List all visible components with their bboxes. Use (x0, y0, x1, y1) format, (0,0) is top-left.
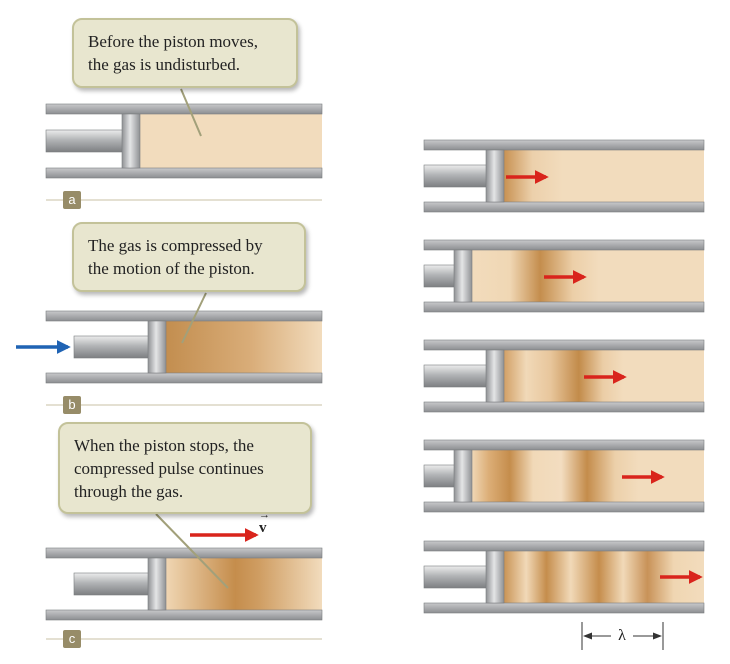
cylinder-right-1 (423, 139, 705, 213)
piston-rod (423, 364, 489, 388)
callout-a: Before the piston moves, the gas is undi… (72, 18, 298, 88)
piston-rod-b (73, 335, 151, 359)
tube-top-wall (45, 310, 323, 322)
velocity-label: → v (259, 509, 270, 537)
pointer-line-c (155, 513, 229, 589)
callout-b-line-1: The gas is compressed by (88, 236, 263, 255)
panel-label-b: b (63, 396, 81, 414)
callout-a-line-1: Before the piston moves, (88, 32, 258, 51)
tube-bottom-wall (423, 602, 705, 614)
gas-right-4 (470, 450, 704, 502)
tube-top-wall (45, 547, 323, 559)
dimension-arrowhead-left (583, 632, 592, 640)
tube-top-wall (423, 439, 705, 451)
tube-top-wall (423, 339, 705, 351)
piston-head-c (147, 557, 167, 611)
tube-bottom-wall (423, 201, 705, 213)
callout-a-line-2: the gas is undisturbed. (88, 55, 241, 74)
dimension-arrowhead-right (653, 632, 662, 640)
piston-head-b (147, 320, 167, 374)
pointer-line-b (181, 292, 207, 344)
piston-rod-a (45, 129, 125, 153)
piston-head-a (121, 113, 141, 169)
wavelength-label: λ (611, 627, 633, 645)
cylinder-right-2 (423, 239, 705, 313)
callout-b: The gas is compressed by the motion of t… (72, 222, 306, 292)
tube-bottom-wall (45, 609, 323, 621)
panel-label-c: c (63, 630, 81, 648)
callout-c-line-3: through the gas. (74, 482, 184, 501)
piston-rod (423, 264, 457, 288)
piston-head (485, 149, 505, 203)
piston-rod (423, 164, 489, 188)
gas-pulse-c (164, 558, 322, 610)
piston-head (485, 349, 505, 403)
gas-undisturbed-a (138, 114, 322, 168)
cylinder-right-5 (423, 540, 705, 614)
vector-arrow-icon: → (259, 509, 270, 521)
tube-top-wall (423, 540, 705, 552)
piston-rod-c (73, 572, 151, 596)
callout-c: When the piston stops, the compressed pu… (58, 422, 312, 514)
tube-top-wall (45, 103, 323, 115)
piston-head (453, 449, 473, 503)
tube-top-wall (423, 139, 705, 151)
gas-compressed-b (164, 321, 322, 373)
cylinder-b (45, 310, 323, 384)
cylinder-a (45, 103, 323, 179)
cylinder-right-3 (423, 339, 705, 413)
piston-head (453, 249, 473, 303)
callout-c-line-1: When the piston stops, the (74, 436, 254, 455)
callout-b-line-2: the motion of the piston. (88, 259, 255, 278)
callout-c-line-2: compressed pulse continues (74, 459, 264, 478)
tube-bottom-wall (423, 501, 705, 513)
tube-top-wall (423, 239, 705, 251)
tube-bottom-wall (45, 372, 323, 384)
gas-right-2 (470, 250, 704, 302)
cylinder-right-4 (423, 439, 705, 513)
cylinder-c (45, 547, 323, 621)
velocity-symbol: v (259, 520, 267, 536)
pointer-line-a (180, 88, 202, 137)
tube-bottom-wall (45, 167, 323, 179)
piston-rod (423, 464, 457, 488)
piston-head (485, 550, 505, 604)
panel-label-a: a (63, 191, 81, 209)
tube-bottom-wall (423, 301, 705, 313)
piston-rod (423, 565, 489, 589)
tube-bottom-wall (423, 401, 705, 413)
